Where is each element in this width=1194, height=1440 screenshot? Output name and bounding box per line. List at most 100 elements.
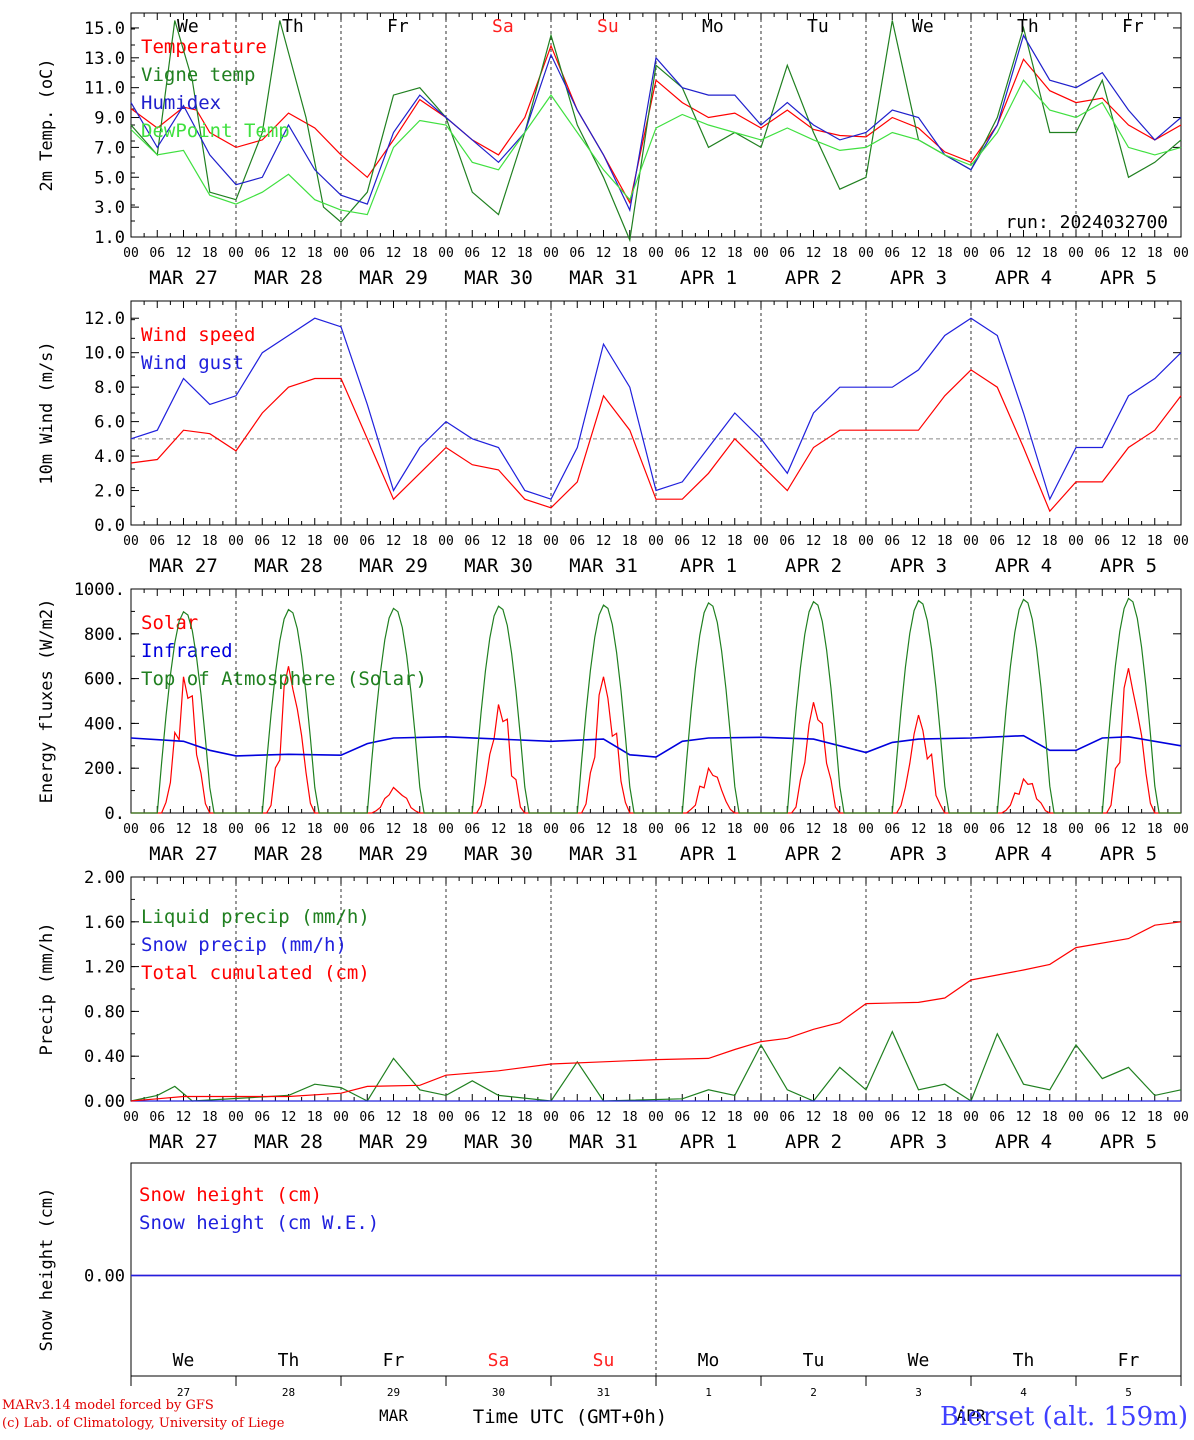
hour-tick-label: 06 bbox=[359, 534, 375, 549]
hour-tick-label: 12 bbox=[596, 534, 612, 549]
hour-tick-label: 06 bbox=[569, 1110, 585, 1125]
hour-tick-label: 06 bbox=[464, 1110, 480, 1125]
y-tick-label: 7.0 bbox=[94, 138, 125, 158]
hour-tick-label: 12 bbox=[281, 534, 297, 549]
hour-tick-label: 12 bbox=[176, 822, 192, 837]
hour-tick-label: 18 bbox=[517, 1110, 533, 1125]
hour-tick-label: 18 bbox=[202, 822, 218, 837]
hour-tick-label: 18 bbox=[1042, 246, 1058, 261]
date-label: MAR 30 bbox=[464, 843, 533, 865]
hour-tick-label: 06 bbox=[359, 246, 375, 261]
hour-tick-label: 12 bbox=[386, 822, 402, 837]
y-tick-label: 12.0 bbox=[84, 309, 125, 329]
hour-tick-label: 00 bbox=[1173, 822, 1189, 837]
date-label: MAR 27 bbox=[149, 843, 218, 865]
y-tick-label: 5.0 bbox=[94, 168, 125, 188]
hour-tick-label: 00 bbox=[543, 534, 559, 549]
bottom-month-right: APR bbox=[957, 1406, 986, 1425]
hour-tick-label: 06 bbox=[1094, 534, 1110, 549]
y-tick-label: 0.00 bbox=[84, 1092, 125, 1112]
hour-tick-label: 00 bbox=[228, 822, 244, 837]
hour-tick-label: 00 bbox=[333, 1110, 349, 1125]
panel-1 bbox=[130, 12, 1182, 238]
hour-tick-label: 00 bbox=[753, 534, 769, 549]
date-label: MAR 29 bbox=[359, 555, 428, 577]
hour-tick-label: 12 bbox=[1121, 246, 1137, 261]
hour-tick-label: 00 bbox=[1173, 1110, 1189, 1125]
hour-tick-label: 12 bbox=[911, 1110, 927, 1125]
hour-tick-label: 12 bbox=[596, 246, 612, 261]
x-axis-title: Time UTC (GMT+0h) bbox=[473, 1406, 667, 1428]
hour-tick-label: 00 bbox=[438, 246, 454, 261]
weekday-label: Fr bbox=[387, 16, 409, 37]
y-tick-label: 0.40 bbox=[84, 1047, 125, 1067]
hour-tick-label: 06 bbox=[569, 822, 585, 837]
hour-tick-label: 00 bbox=[333, 534, 349, 549]
date-label: MAR 29 bbox=[359, 843, 428, 865]
model-credit: MARv3.14 model forced by GFS bbox=[2, 1398, 214, 1413]
hour-tick-label: 12 bbox=[176, 1110, 192, 1125]
y-tick-label: 400. bbox=[84, 714, 125, 734]
hour-tick-label: 00 bbox=[333, 246, 349, 261]
hour-tick-label: 12 bbox=[701, 534, 717, 549]
panel-4 bbox=[130, 876, 1182, 1102]
hour-tick-label: 18 bbox=[937, 246, 953, 261]
bottom-day-number: 28 bbox=[282, 1386, 295, 1399]
y-tick-label: 4.0 bbox=[94, 447, 125, 467]
weekday-label: Tu bbox=[807, 16, 829, 37]
series-dewpoint-temp bbox=[130, 79, 1182, 216]
legend-label: DewPoint Temp bbox=[141, 120, 290, 142]
y-tick-label: 2.0 bbox=[94, 482, 125, 502]
hour-tick-label: 12 bbox=[911, 246, 927, 261]
y-tick-label: 800. bbox=[84, 625, 125, 645]
legend-label: Wind speed bbox=[141, 324, 255, 346]
hour-tick-label: 00 bbox=[123, 822, 139, 837]
hour-tick-label: 18 bbox=[307, 1110, 323, 1125]
hour-tick-label: 06 bbox=[884, 1110, 900, 1125]
hour-tick-label: 18 bbox=[1147, 1110, 1163, 1125]
date-label: MAR 28 bbox=[254, 843, 323, 865]
hour-tick-label: 06 bbox=[254, 822, 270, 837]
hour-tick-label: 18 bbox=[727, 822, 743, 837]
date-label: MAR 27 bbox=[149, 1131, 218, 1153]
hour-tick-label: 00 bbox=[1068, 534, 1084, 549]
hour-tick-label: 06 bbox=[989, 534, 1005, 549]
y-tick-label: 15.0 bbox=[84, 19, 125, 39]
hour-tick-label: 00 bbox=[1173, 534, 1189, 549]
y-tick-label: 6.0 bbox=[94, 413, 125, 433]
date-label: APR 1 bbox=[680, 843, 737, 865]
legend-label: Temperature bbox=[141, 36, 267, 58]
station-label: Bierset (alt. 159m) bbox=[939, 1402, 1188, 1432]
y-tick-label: 0. bbox=[105, 804, 125, 824]
series-wind-speed bbox=[130, 369, 1182, 513]
hour-tick-label: 18 bbox=[832, 822, 848, 837]
date-label: MAR 27 bbox=[149, 267, 218, 289]
date-label: APR 2 bbox=[785, 1131, 842, 1153]
hour-tick-label: 00 bbox=[1173, 246, 1189, 261]
hour-tick-label: 18 bbox=[517, 246, 533, 261]
hour-tick-label: 00 bbox=[648, 822, 664, 837]
y-tick-label: 0.0 bbox=[94, 516, 125, 536]
hour-tick-label: 18 bbox=[202, 1110, 218, 1125]
date-label: APR 4 bbox=[995, 267, 1052, 289]
hour-tick-label: 00 bbox=[543, 1110, 559, 1125]
hour-tick-label: 00 bbox=[123, 534, 139, 549]
copyright-credit: (c) Lab. of Climatology, University of L… bbox=[2, 1416, 285, 1431]
hour-tick-label: 18 bbox=[832, 246, 848, 261]
hour-tick-label: 00 bbox=[963, 822, 979, 837]
hour-tick-label: 06 bbox=[464, 534, 480, 549]
y-axis-title: Energy fluxes (W/m2) bbox=[37, 599, 57, 804]
hour-tick-label: 18 bbox=[412, 534, 428, 549]
hour-tick-label: 06 bbox=[884, 534, 900, 549]
hour-tick-label: 00 bbox=[333, 822, 349, 837]
weekday-label: We bbox=[177, 16, 199, 37]
hour-tick-label: 00 bbox=[858, 534, 874, 549]
date-label: MAR 30 bbox=[464, 1131, 533, 1153]
hour-tick-label: 12 bbox=[806, 534, 822, 549]
hour-tick-label: 18 bbox=[412, 1110, 428, 1125]
date-label: MAR 30 bbox=[464, 555, 533, 577]
hour-tick-label: 18 bbox=[307, 246, 323, 261]
legend-label: Humidex bbox=[141, 92, 221, 114]
bottom-weekday-label: Sa bbox=[488, 1350, 510, 1371]
